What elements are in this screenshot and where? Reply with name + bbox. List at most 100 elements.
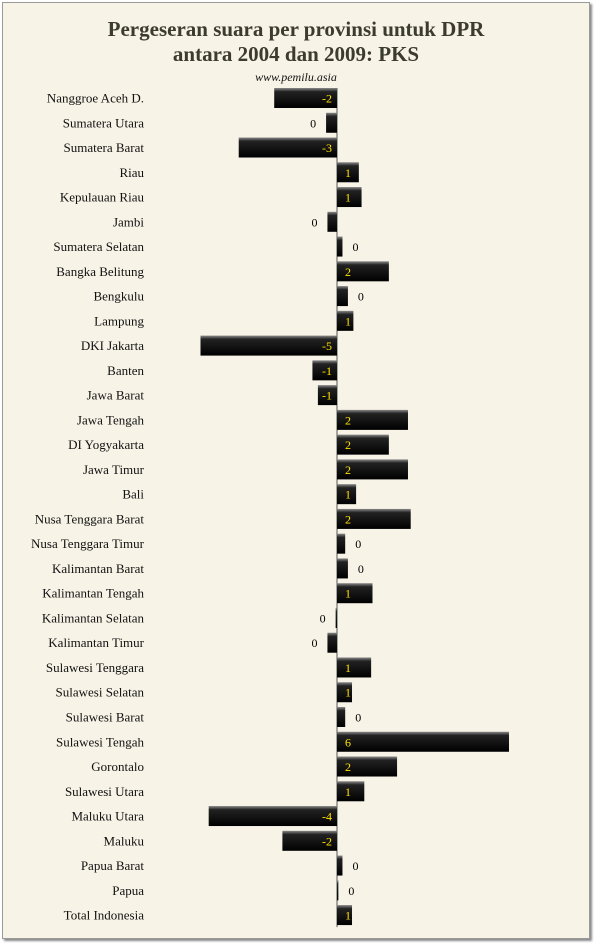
category-label: Sumatera Selatan — [53, 239, 144, 254]
category-label: Bangka Belitung — [56, 264, 144, 279]
bar — [208, 806, 337, 827]
data-label: 1 — [345, 661, 351, 675]
category-label: Nusa Tenggara Barat — [35, 511, 145, 526]
data-label: 0 — [320, 611, 326, 625]
bar-chart: Nanggroe Aceh D. -2 Sumatera Utara 0 Sumater… — [31, 88, 509, 928]
data-label: 1 — [345, 166, 351, 180]
data-label: -1 — [322, 364, 332, 378]
bar — [337, 558, 348, 579]
bar — [337, 508, 411, 529]
bar — [337, 409, 408, 430]
data-label: 2 — [345, 463, 351, 477]
chart-subtitle: www.pemilu.asia — [255, 70, 337, 84]
category-label: Riau — [119, 165, 144, 180]
category-label: DI Yogyakarta — [68, 437, 144, 452]
bar — [337, 682, 353, 703]
category-label: Sumatera Barat — [64, 140, 145, 155]
category-label: Banten — [107, 363, 144, 378]
category-label: Sulawesi Selatan — [56, 685, 145, 700]
category-label: Bali — [122, 487, 144, 502]
bar — [282, 830, 337, 851]
data-label: 1 — [345, 191, 351, 205]
data-label: 0 — [355, 537, 361, 551]
category-label: Nanggroe Aceh D. — [47, 91, 144, 106]
category-label: Sulawesi Barat — [66, 710, 145, 725]
category-label: Papua — [112, 883, 144, 898]
chart-title-line-1: Pergeseran suara per provinsi untuk DPR — [107, 17, 485, 41]
bar — [337, 756, 398, 777]
data-label: 2 — [345, 265, 351, 279]
category-label: Total Indonesia — [64, 908, 145, 923]
data-label: 0 — [311, 636, 317, 650]
category-label: Maluku Utara — [71, 809, 144, 824]
bar — [337, 781, 365, 802]
bar — [337, 187, 362, 208]
data-label: 0 — [311, 215, 317, 229]
data-label: 2 — [345, 438, 351, 452]
data-label: 1 — [345, 314, 351, 328]
bar — [327, 632, 337, 653]
bar — [337, 261, 389, 282]
data-label: 6 — [345, 735, 351, 749]
data-label: -2 — [322, 834, 332, 848]
category-label: Bengkulu — [93, 289, 144, 304]
chart-title: Pergeseran suara per provinsi untuk DPR … — [3, 17, 589, 67]
category-label: Kalimantan Tengah — [42, 586, 144, 601]
category-label: Sumatera Utara — [63, 115, 144, 130]
category-label: Maluku — [104, 833, 145, 848]
data-label: 0 — [352, 240, 358, 254]
bar — [337, 459, 408, 480]
bar — [335, 607, 337, 628]
category-label: Kalimantan Barat — [52, 561, 144, 576]
bar — [337, 236, 343, 257]
bar — [326, 112, 337, 133]
bar — [337, 657, 372, 678]
data-label: 0 — [355, 711, 361, 725]
category-label: Nusa Tenggara Timur — [31, 536, 145, 551]
bar — [337, 310, 354, 331]
data-label: 0 — [352, 859, 358, 873]
data-label: 2 — [345, 413, 351, 427]
category-label: Jambi — [113, 214, 144, 229]
bar — [337, 434, 389, 455]
category-label: Papua Barat — [81, 858, 145, 873]
data-label: 2 — [345, 512, 351, 526]
category-label: Kalimantan Timur — [48, 635, 144, 650]
category-label: DKI Jakarta — [81, 338, 144, 353]
bar — [337, 286, 348, 307]
bar — [337, 880, 339, 901]
category-label: Sulawesi Tengah — [56, 734, 145, 749]
data-label: -3 — [322, 141, 332, 155]
data-label: 1 — [345, 488, 351, 502]
bar — [337, 162, 359, 183]
category-label: Sulawesi Utara — [65, 784, 144, 799]
bar — [327, 211, 337, 232]
data-label: -4 — [322, 810, 332, 824]
data-label: 0 — [358, 290, 364, 304]
category-label: Jawa Timur — [83, 462, 145, 477]
bar — [317, 385, 337, 406]
category-label: Kepulauan Riau — [60, 190, 145, 205]
data-label: 1 — [345, 909, 351, 923]
category-label: Sulawesi Tenggara — [46, 660, 144, 675]
data-label: 1 — [345, 785, 351, 799]
bar — [337, 583, 373, 604]
category-label: Jawa Barat — [87, 388, 145, 403]
bar — [238, 137, 337, 158]
data-label: 1 — [345, 686, 351, 700]
data-label: 1 — [345, 587, 351, 601]
bar — [337, 855, 343, 876]
data-label: 2 — [345, 760, 351, 774]
data-label: 0 — [348, 884, 354, 898]
bar — [312, 360, 337, 381]
bar — [337, 484, 357, 505]
bar — [274, 88, 337, 108]
bar — [337, 905, 353, 926]
category-label: Gorontalo — [91, 759, 144, 774]
category-label: Lampung — [94, 313, 144, 328]
data-label: 0 — [310, 116, 316, 130]
bar — [200, 335, 337, 356]
category-label: Kalimantan Selatan — [42, 610, 145, 625]
category-label: Jawa Tengah — [77, 412, 145, 427]
